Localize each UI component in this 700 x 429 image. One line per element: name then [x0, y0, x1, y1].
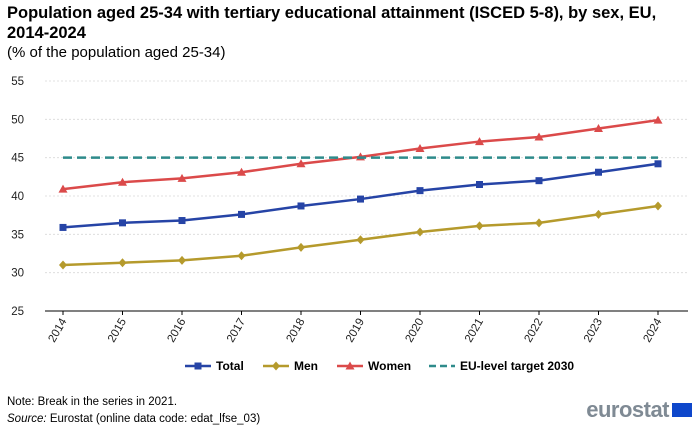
data-point	[654, 201, 662, 211]
legend-label: Men	[294, 359, 318, 373]
x-tick-label: 2018	[284, 317, 307, 345]
grid-lines	[45, 80, 688, 312]
y-tick-label: 40	[11, 191, 24, 203]
x-axis: 2014 2015 2016 2017 2018 2019 2020 2021 2022 2023…	[46, 311, 665, 345]
y-tick-label: 30	[11, 268, 24, 280]
source-label: Source:	[7, 413, 47, 425]
y-tick-label: 35	[11, 229, 24, 241]
x-tick-label: 2015	[106, 317, 129, 345]
data-point	[237, 167, 246, 176]
legend-label: EU-level target 2030	[460, 359, 574, 373]
x-tick-label: 2022	[522, 317, 545, 345]
data-point	[345, 361, 355, 370]
data-point	[194, 362, 202, 370]
data-point	[415, 143, 425, 152]
legend: Total Men Women EU-level target 2030	[185, 359, 574, 373]
eurostat-logo: eurostat	[586, 397, 692, 423]
x-tick-label: 2020	[403, 317, 426, 345]
legend-item: Women	[337, 359, 411, 373]
data-point	[476, 181, 483, 188]
eu-flag-icon	[672, 403, 692, 417]
data-point	[118, 258, 127, 268]
x-tick-label: 2016	[165, 317, 188, 345]
chart-title: Population aged 25-34 with tertiary educ…	[7, 4, 657, 42]
x-tick-label: 2024	[641, 316, 664, 345]
x-tick-label: 2021	[463, 317, 486, 345]
logo-text: eurostat	[586, 397, 669, 422]
data-point	[534, 132, 544, 141]
x-tick-label: 2017	[225, 317, 248, 345]
data-point	[595, 168, 602, 176]
data-point	[296, 159, 306, 168]
data-point	[297, 242, 305, 252]
y-tick-label: 25	[11, 306, 24, 318]
data-point	[535, 218, 543, 228]
data-point	[357, 195, 364, 203]
chart-subtitle: (% of the population aged 25-34)	[7, 44, 226, 61]
data-point	[178, 217, 186, 225]
data-point	[654, 160, 662, 168]
series-lines	[58, 115, 663, 270]
data-point	[594, 209, 603, 219]
data-point	[178, 255, 186, 265]
y-tick-label: 50	[11, 114, 24, 126]
data-point	[59, 260, 67, 270]
data-point	[119, 219, 126, 227]
note-text: Note: Break in the series in 2021.	[7, 396, 178, 408]
x-tick-label: 2019	[344, 317, 367, 345]
y-tick-label: 45	[11, 153, 24, 165]
legend-item: EU-level target 2030	[429, 359, 574, 373]
data-point	[653, 115, 663, 124]
data-point	[416, 227, 424, 237]
y-axis: 25 30 35 40 45 50 55	[11, 76, 24, 318]
legend-label: Total	[216, 359, 244, 373]
legend-item: Total	[185, 359, 244, 373]
data-point	[118, 177, 127, 186]
data-point	[594, 124, 603, 133]
data-point	[475, 221, 484, 231]
y-tick-label: 55	[11, 76, 24, 88]
legend-label: Women	[368, 359, 411, 373]
data-point	[272, 361, 280, 371]
data-point	[237, 251, 246, 261]
source-text: Source: Eurostat (online data code: edat…	[7, 411, 260, 428]
data-point	[238, 210, 245, 218]
data-point	[416, 187, 424, 195]
data-point	[356, 235, 365, 245]
data-point	[177, 173, 187, 182]
data-point	[297, 202, 305, 210]
data-point	[58, 184, 68, 193]
data-point	[535, 177, 543, 185]
source-detail: Eurostat (online data code: edat_lfse_03…	[46, 413, 261, 425]
data-point	[59, 223, 67, 231]
data-point	[475, 137, 484, 146]
x-tick-label: 2023	[582, 317, 605, 345]
x-tick-label: 2014	[46, 316, 69, 345]
legend-item: Men	[263, 359, 318, 373]
